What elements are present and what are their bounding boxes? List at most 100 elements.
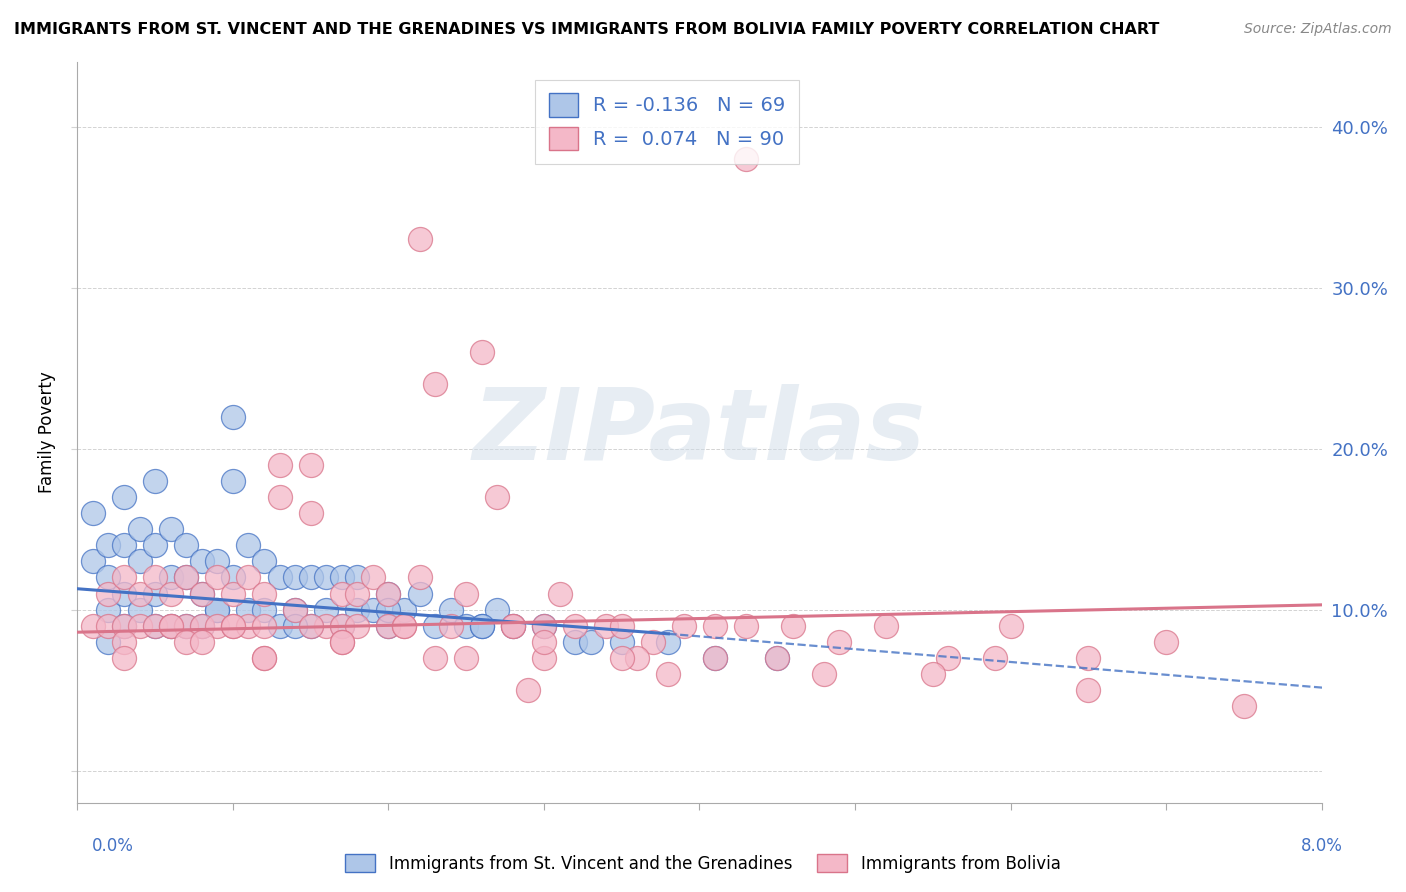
Point — [735, 152, 758, 166]
Point — [361, 602, 384, 616]
Point — [704, 651, 727, 665]
Point — [97, 570, 120, 584]
Point — [502, 619, 524, 633]
Point — [143, 570, 166, 584]
Point — [128, 586, 150, 600]
Point — [112, 586, 135, 600]
Point — [330, 570, 353, 584]
Point — [610, 635, 633, 649]
Point — [128, 619, 150, 633]
Point — [299, 619, 322, 633]
Point — [143, 474, 166, 488]
Point — [1233, 699, 1256, 714]
Point — [408, 232, 430, 246]
Point — [377, 602, 399, 616]
Point — [238, 619, 260, 633]
Point — [392, 619, 415, 633]
Point — [191, 586, 214, 600]
Point — [408, 586, 430, 600]
Point — [1077, 651, 1099, 665]
Point — [97, 602, 120, 616]
Point — [471, 619, 494, 633]
Point — [392, 602, 415, 616]
Legend: Immigrants from St. Vincent and the Grenadines, Immigrants from Bolivia: Immigrants from St. Vincent and the Gren… — [339, 847, 1067, 880]
Point — [533, 651, 555, 665]
Point — [112, 619, 135, 633]
Point — [315, 570, 337, 584]
Point — [207, 554, 229, 568]
Point — [439, 619, 461, 633]
Point — [238, 538, 260, 552]
Text: 0.0%: 0.0% — [91, 837, 134, 855]
Point — [564, 635, 586, 649]
Point — [377, 619, 399, 633]
Point — [159, 570, 181, 584]
Point — [97, 635, 120, 649]
Point — [159, 619, 181, 633]
Point — [471, 619, 494, 633]
Point — [222, 409, 245, 424]
Point — [253, 651, 276, 665]
Point — [299, 506, 322, 520]
Point — [439, 602, 461, 616]
Point — [112, 538, 135, 552]
Point — [921, 667, 943, 681]
Point — [486, 602, 509, 616]
Point — [315, 619, 337, 633]
Point — [253, 651, 276, 665]
Point — [269, 458, 291, 472]
Point — [330, 586, 353, 600]
Point — [704, 651, 727, 665]
Point — [238, 570, 260, 584]
Text: IMMIGRANTS FROM ST. VINCENT AND THE GRENADINES VS IMMIGRANTS FROM BOLIVIA FAMILY: IMMIGRANTS FROM ST. VINCENT AND THE GREN… — [14, 22, 1160, 37]
Point — [222, 474, 245, 488]
Point — [408, 570, 430, 584]
Point — [128, 522, 150, 536]
Point — [377, 619, 399, 633]
Point — [207, 619, 229, 633]
Point — [579, 635, 602, 649]
Point — [191, 619, 214, 633]
Point — [828, 635, 851, 649]
Point — [174, 619, 197, 633]
Point — [143, 619, 166, 633]
Point — [174, 538, 197, 552]
Point — [346, 602, 368, 616]
Point — [269, 570, 291, 584]
Point — [423, 651, 446, 665]
Point — [766, 651, 789, 665]
Point — [284, 619, 307, 633]
Point — [159, 522, 181, 536]
Point — [191, 619, 214, 633]
Point — [191, 586, 214, 600]
Point — [284, 570, 307, 584]
Point — [782, 619, 804, 633]
Point — [238, 602, 260, 616]
Point — [502, 619, 524, 633]
Point — [174, 570, 197, 584]
Point — [330, 635, 353, 649]
Point — [1077, 683, 1099, 698]
Point — [704, 619, 727, 633]
Point — [564, 619, 586, 633]
Point — [423, 377, 446, 392]
Legend: R = -0.136   N = 69, R =  0.074   N = 90: R = -0.136 N = 69, R = 0.074 N = 90 — [536, 79, 799, 164]
Point — [657, 667, 679, 681]
Point — [361, 570, 384, 584]
Point — [486, 490, 509, 504]
Point — [423, 619, 446, 633]
Point — [984, 651, 1007, 665]
Point — [159, 586, 181, 600]
Point — [471, 345, 494, 359]
Point — [143, 586, 166, 600]
Point — [207, 602, 229, 616]
Point — [533, 619, 555, 633]
Point — [299, 619, 322, 633]
Point — [346, 619, 368, 633]
Point — [112, 619, 135, 633]
Point — [533, 619, 555, 633]
Point — [269, 619, 291, 633]
Point — [330, 619, 353, 633]
Point — [392, 619, 415, 633]
Point — [299, 570, 322, 584]
